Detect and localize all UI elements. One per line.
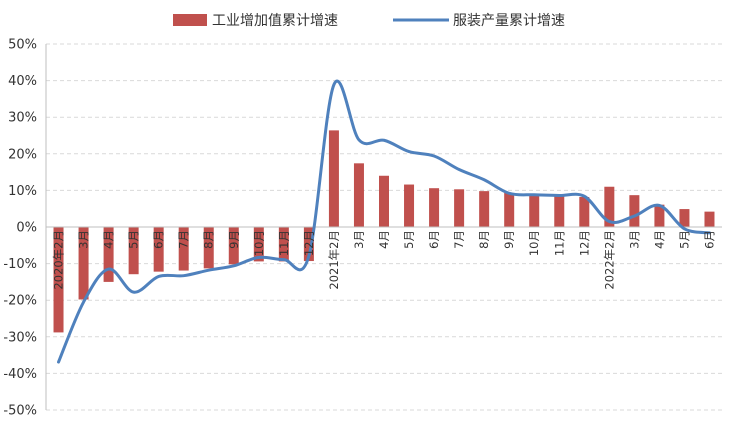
y-tick-label: 0% (16, 221, 37, 236)
x-tick-label: 4月 (652, 230, 666, 249)
y-tick-label: -20% (3, 294, 37, 309)
x-tick-label: 2020年2月 (52, 230, 66, 290)
bar (178, 227, 189, 271)
bar (404, 184, 415, 227)
x-tick-label: 6月 (152, 230, 166, 249)
x-tick-label: 6月 (702, 230, 716, 249)
bar (128, 227, 139, 275)
bar (53, 227, 64, 333)
bar (203, 227, 214, 269)
bar (479, 191, 490, 227)
y-tick-label: -30% (3, 330, 37, 345)
y-tick-label: 40% (8, 74, 37, 89)
bar (679, 209, 690, 227)
bar (103, 227, 114, 282)
x-tick-label: 10月 (527, 230, 541, 256)
y-tick-label: 30% (8, 111, 37, 126)
x-tick-label: 9月 (502, 230, 516, 249)
x-tick-label: 8月 (202, 230, 216, 249)
axis-layer (45, 44, 722, 410)
bar (579, 196, 590, 227)
x-tick-label: 4月 (102, 230, 116, 249)
x-tick-label: 3月 (627, 230, 641, 249)
series-line (57, 79, 711, 364)
x-tick-label: 10月 (252, 230, 266, 256)
bar (328, 130, 339, 227)
bar (604, 186, 615, 227)
x-tick-label: 5月 (127, 230, 141, 249)
x-tick-label: 3月 (352, 230, 366, 249)
y-tick-label: 20% (8, 147, 37, 162)
bar-layer (53, 130, 715, 333)
x-tick-label: 12月 (577, 230, 591, 256)
bar (228, 227, 239, 265)
bar (303, 227, 314, 262)
x-tick-label: 5月 (402, 230, 416, 249)
bar (629, 195, 640, 227)
line-layer (57, 79, 711, 364)
xtick-layer: 2020年2月 3月 4月 5月 6月 7月 8月 9月 10月 11月 12月 2021年2月 3月 4… (52, 230, 717, 290)
bar (504, 192, 515, 227)
bar (704, 211, 715, 227)
bar (654, 204, 665, 227)
y-tick-label: -50% (3, 404, 37, 419)
bar (554, 195, 565, 227)
bar (379, 175, 389, 227)
bar (353, 163, 364, 227)
ytick-layer: 50% 40% 30% 20% 10% 0% -10% -20% -30% -40% -50% (3, 38, 37, 419)
bar (78, 227, 89, 300)
y-tick-label: 10% (8, 184, 37, 199)
x-tick-label: 7月 (452, 230, 466, 249)
x-tick-label: 11月 (552, 230, 566, 256)
x-tick-label: 9月 (227, 230, 241, 249)
x-tick-label: 12月 (302, 230, 316, 256)
legend-line-label: 服装产量累计增速 (453, 13, 565, 29)
x-tick-label: 8月 (477, 230, 491, 249)
x-tick-label: 2022年2月 (602, 230, 616, 290)
legend-bar-swatch (173, 14, 207, 26)
bar (429, 188, 440, 227)
x-tick-label: 11月 (277, 230, 291, 256)
bar (529, 194, 540, 227)
legend-bar-label: 工业增加值累计增速 (212, 13, 338, 29)
x-tick-label: 3月 (77, 230, 91, 249)
x-tick-label: 4月 (377, 230, 391, 249)
y-tick-label: 50% (8, 38, 37, 53)
x-tick-label: 7月 (177, 230, 191, 249)
y-tick-label: -10% (3, 257, 37, 272)
x-tick-label: 6月 (427, 230, 441, 249)
bar (153, 227, 164, 272)
legend: 工业增加值累计增速 服装产量累计增速 (173, 13, 565, 29)
bar (454, 189, 465, 227)
x-tick-label: 5月 (677, 230, 691, 249)
bar (278, 227, 289, 262)
x-tick-label: 2021年2月 (327, 230, 341, 290)
bar (253, 227, 264, 262)
y-tick-label: -40% (3, 367, 37, 382)
